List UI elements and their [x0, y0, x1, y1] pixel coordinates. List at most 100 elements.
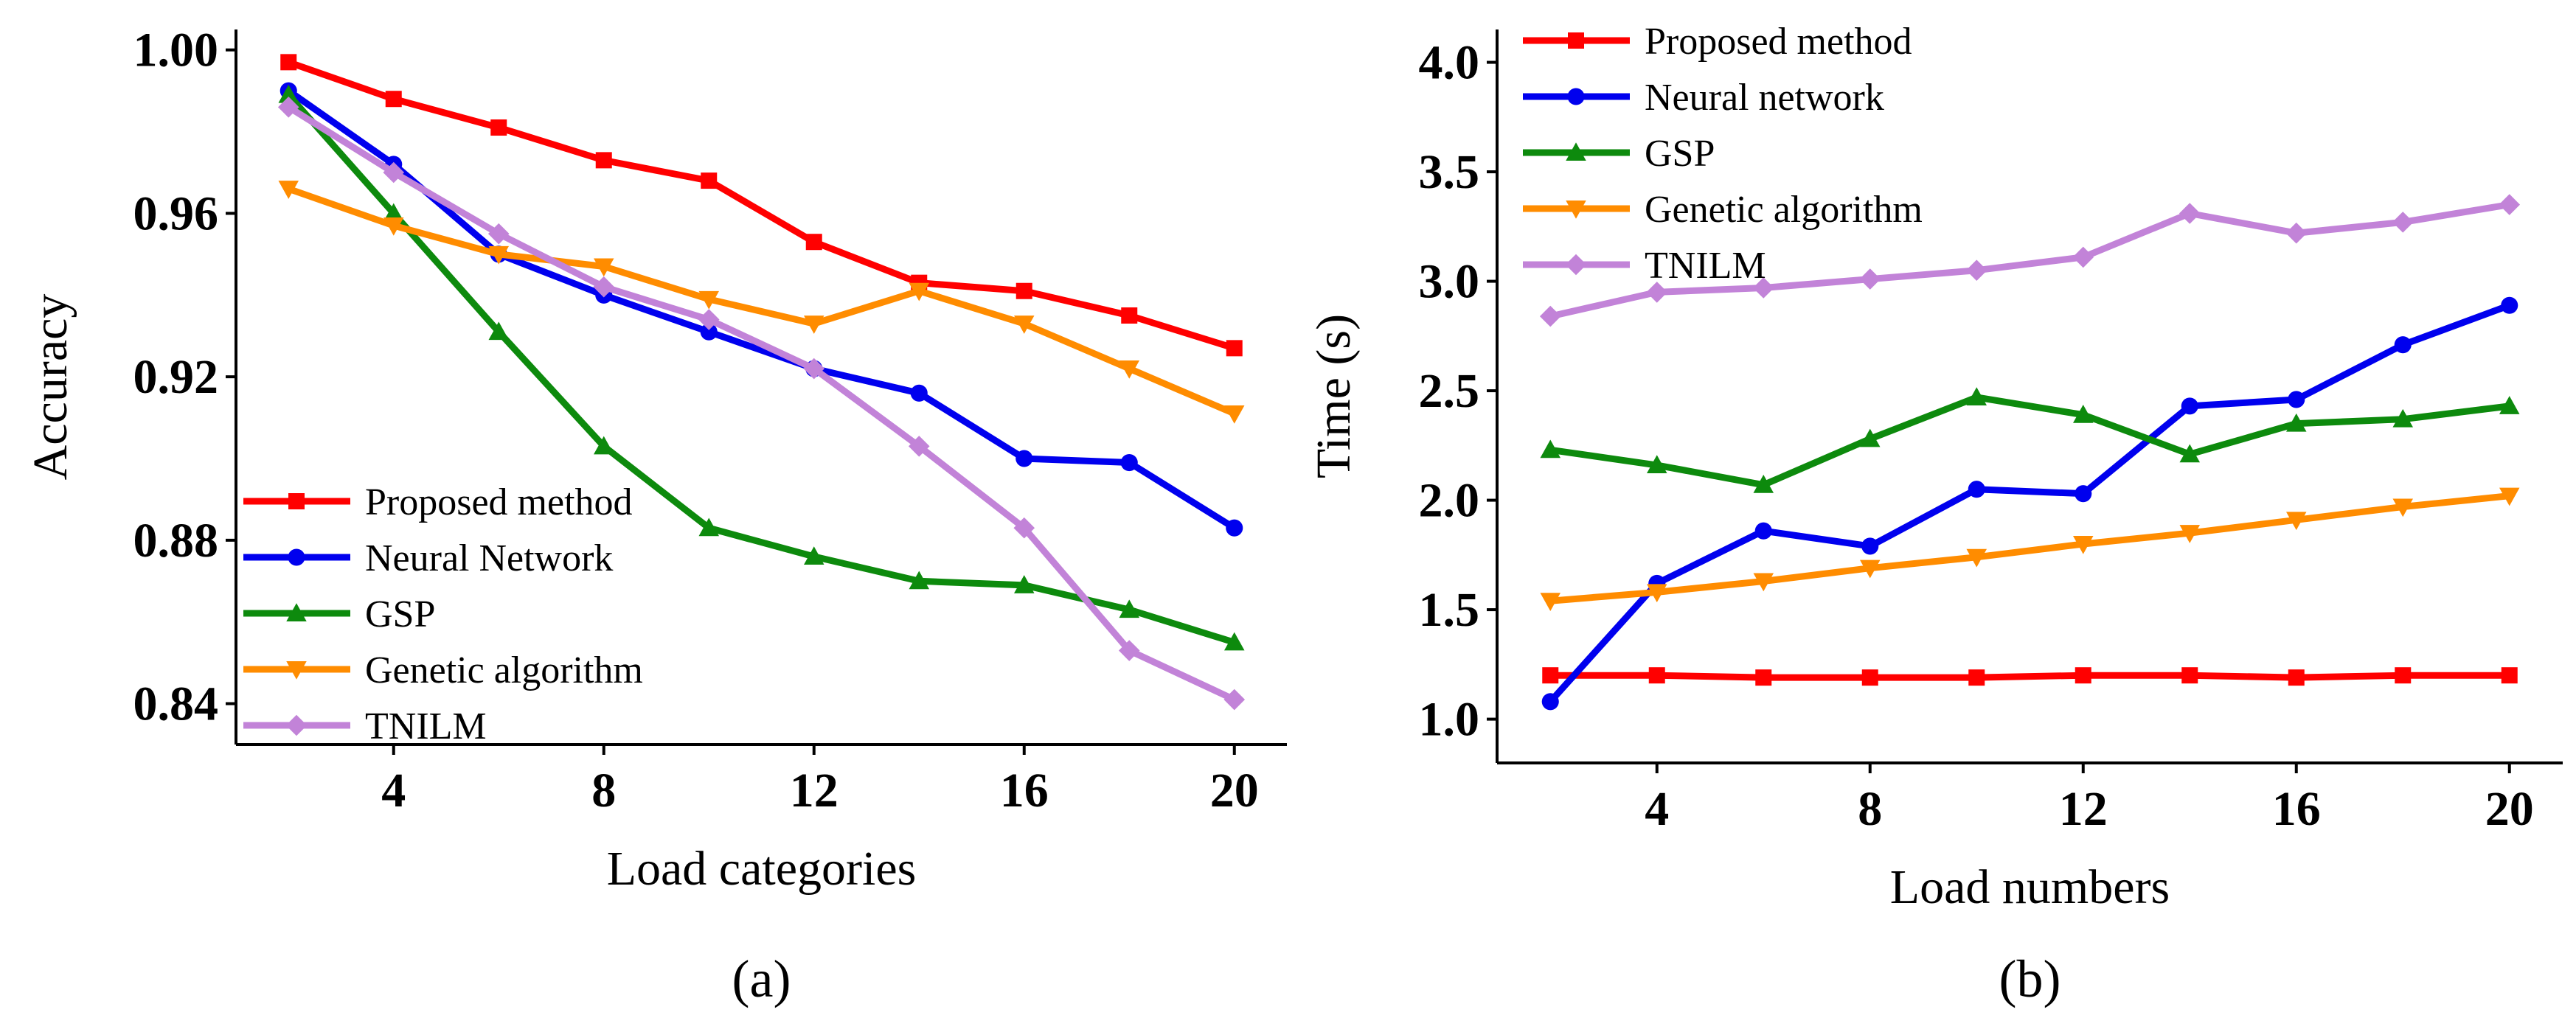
data-point	[1223, 688, 1246, 711]
panel-b-time-chart: 1.0 1.5 2.0 2.5 3.0 3.5 4.0 4 8 12 16 20 Load number…	[1307, 21, 2563, 1008]
series-tnilm	[277, 97, 1246, 711]
legend-marker	[1568, 32, 1584, 49]
data-point	[2075, 485, 2092, 503]
data-point	[2288, 669, 2305, 686]
y-tick-label: 1.00	[133, 24, 219, 77]
data-point	[804, 546, 824, 565]
y-axis-title: Time (s)	[1307, 314, 1361, 478]
data-point	[2394, 336, 2412, 354]
data-point	[1540, 439, 1560, 459]
y-axis-title: Accuracy	[24, 294, 77, 481]
data-point	[594, 258, 614, 277]
legend-label: Neural network	[1645, 77, 1884, 119]
y-tick-label: 2.5	[1419, 364, 1480, 418]
data-point	[1119, 360, 1139, 379]
series-line	[285, 91, 1238, 646]
data-point	[1013, 517, 1035, 539]
legend-marker	[286, 603, 307, 621]
data-point	[1966, 548, 1987, 568]
legend: Proposed method Neural network GSP Genetic …	[1523, 21, 1923, 287]
x-tick-label: 4	[1645, 782, 1669, 836]
data-point	[2179, 525, 2200, 543]
y-tick-label: 0.92	[133, 350, 219, 404]
x-tick-label: 12	[790, 764, 839, 817]
data-point	[488, 245, 509, 265]
series-line	[285, 103, 1238, 703]
data-point	[1648, 667, 1665, 684]
x-tick-label: 8	[1858, 782, 1882, 836]
data-point	[1861, 669, 1878, 686]
legend-label: Proposed method	[365, 481, 633, 523]
data-point	[1968, 669, 1985, 686]
data-point	[1224, 405, 1245, 424]
legend-label: Genetic algorithm	[1645, 189, 1923, 231]
series-genetic-algorithm	[1540, 487, 2520, 611]
series-genetic-algorithm	[278, 181, 1245, 424]
legend: Proposed method Neural Network GSP Genetic …	[243, 481, 643, 747]
legend-marker	[286, 661, 307, 680]
series-line	[1546, 492, 2513, 604]
data-point	[2499, 194, 2521, 215]
data-point	[909, 282, 929, 301]
data-point	[1121, 307, 1138, 324]
data-point	[593, 276, 615, 298]
data-point	[1226, 340, 1243, 357]
data-point	[2286, 512, 2307, 531]
data-point	[1120, 453, 1138, 472]
data-point	[1968, 481, 1985, 498]
series-line	[285, 87, 1238, 531]
x-tick-label: 4	[381, 764, 406, 817]
data-point	[490, 119, 507, 136]
data-point	[1752, 277, 1774, 299]
data-point	[2073, 404, 2094, 423]
data-point	[2285, 222, 2308, 244]
data-point	[594, 436, 614, 455]
x-tick-label: 12	[2059, 782, 2108, 836]
x-tick-label: 20	[1210, 764, 1259, 817]
data-point	[1753, 475, 1774, 493]
panel-label: (a)	[732, 949, 791, 1008]
data-point	[1966, 387, 1987, 405]
data-point	[595, 152, 612, 169]
data-point	[1541, 693, 1559, 711]
data-point	[2501, 667, 2518, 684]
legend-marker	[288, 548, 305, 566]
y-tick-label: 0.96	[133, 186, 219, 240]
data-point	[1861, 537, 1879, 555]
data-point	[1016, 450, 1033, 467]
data-point	[2392, 212, 2414, 233]
data-point	[1539, 305, 1561, 327]
y-tick-label: 1.0	[1419, 693, 1480, 747]
y-tick-label: 3.5	[1419, 145, 1480, 199]
series-gsp	[1540, 387, 2520, 493]
legend-label: GSP	[1645, 133, 1715, 175]
y-tick-label: 3.0	[1419, 255, 1480, 309]
data-point	[2181, 397, 2198, 415]
data-point	[910, 384, 928, 402]
legend-label: Genetic algorithm	[365, 649, 643, 691]
x-tick-label: 16	[1000, 764, 1049, 817]
data-point	[1755, 669, 1772, 686]
legend-label: Neural Network	[365, 537, 613, 579]
data-point	[1860, 559, 1881, 579]
data-point	[2499, 396, 2520, 414]
legend-marker	[1566, 142, 1586, 161]
data-point	[700, 323, 718, 341]
data-point	[698, 517, 719, 537]
legend-label: GSP	[365, 593, 435, 635]
data-point	[909, 571, 929, 590]
data-point	[2288, 391, 2305, 408]
series-line	[1546, 672, 2513, 681]
legend-marker	[1567, 88, 1585, 105]
data-point	[2392, 408, 2413, 428]
x-tick-label: 8	[591, 764, 616, 817]
data-point	[1542, 667, 1559, 684]
data-point	[488, 321, 509, 341]
series-line	[285, 185, 1238, 417]
data-point	[2179, 444, 2200, 463]
data-point	[385, 91, 402, 108]
x-tick-label: 20	[2485, 782, 2534, 836]
data-point	[1224, 632, 1245, 651]
legend-label: TNILM	[365, 705, 487, 747]
